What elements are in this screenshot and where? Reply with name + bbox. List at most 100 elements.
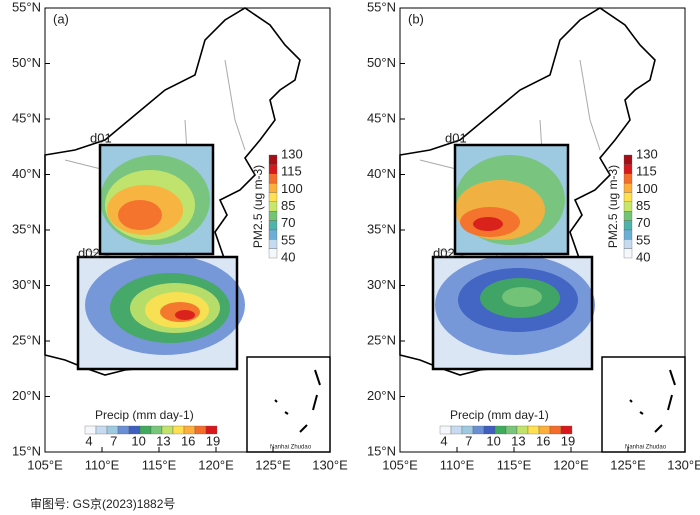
precip-tick-label: 16 [536,433,550,448]
pm25-colorbar-segment [623,248,633,259]
lon-label: 125°E [255,457,291,472]
pm25-colorbar-segment [623,201,633,212]
lon-label: 120°E [198,457,234,472]
precip-colorbar-segment [549,425,562,435]
inset-box [246,356,331,453]
pm25-colorbar-segment [268,182,278,193]
pm25-tick-label: 55 [636,232,650,247]
pm25-tick-label: 70 [636,215,650,230]
pm25-contour [473,217,503,231]
pm25-tick-label: 55 [281,232,295,247]
lat-label: 30°N [12,277,41,292]
domain-label: d01 [445,130,467,145]
precip-colorbar-segment [117,425,130,435]
precip-title: Precip (mm day-1) [450,408,549,422]
precip-title: Precip (mm day-1) [95,408,194,422]
precip-tick-label: 10 [131,433,145,448]
precip-colorbar-segment [205,425,218,435]
pm25-tick-label: 40 [636,249,650,264]
pm25-colorbar-segment [268,173,278,184]
pm25-tick-label: 85 [281,198,295,213]
lat-label: 40°N [367,166,396,181]
precip-contour [502,287,542,307]
lon-label: 115°E [497,457,532,472]
pm25-tick-label: 130 [636,146,658,161]
lat-label: 45°N [367,110,396,125]
pm25-colorbar-segment [623,164,633,174]
pm25-tick-label: 100 [636,181,658,196]
precip-colorbar-segment [95,425,108,435]
pm25-title: PM2.5 (ug m-3) [606,165,620,248]
pm25-colorbar-segment [623,182,633,193]
lon-label: 125°E [610,457,646,472]
pm25-tick-label: 115 [636,164,657,179]
d02-field [433,255,595,369]
inset-islands [274,369,321,433]
d02-field [78,255,245,369]
precip-colorbar-segment [472,425,485,435]
pm25-colorbar-segment [623,173,633,184]
footer: 审图号: GS京(2023)1882号 [30,496,175,511]
lat-label: 20°N [367,388,396,403]
precip-colorbar-segment [560,425,573,435]
pm25-colorbar-segment [623,229,633,240]
panel-label: (b) [408,11,424,26]
pm25-title: PM2.5 (ug m-3) [251,165,265,248]
precip-tick-label: 10 [486,433,500,448]
precip-colorbar-segment [450,425,463,435]
precip-tick-label: 7 [110,433,117,448]
inset-label: Nanhai Zhudao [625,445,667,451]
precip-tick-label: 13 [156,433,170,448]
map-panel: d01 d02 Nanhai Zhudao (b) 130 115 100 85 70 55 40 P… [367,0,700,472]
pm25-colorbar-segment [268,164,278,174]
pm25-colorbar-segment [268,220,278,231]
lon-label: 110°E [85,457,120,472]
d02-box [76,255,239,371]
inset-label: Nanhai Zhudao [270,445,312,451]
precip-tick-label: 4 [440,433,447,448]
lat-label: 20°N [12,388,41,403]
lat-label: 55°N [12,0,41,14]
d01-box [453,143,570,256]
pm25-tick-label: 115 [281,164,302,179]
lon-label: 105°E [382,457,418,472]
panel-label: (a) [53,11,69,26]
lon-label: 105°E [27,457,63,472]
lon-label: 130°E [312,457,348,472]
precip-tick-label: 16 [181,433,195,448]
lat-label: 55°N [367,0,396,14]
precip-tick-label: 19 [561,433,575,448]
d01-field [100,145,213,254]
pm25-tick-label: 40 [281,249,295,264]
lat-label: 45°N [12,110,41,125]
lat-label: 25°N [367,332,396,347]
pm25-colorbar-segment [268,201,278,212]
lat-label: 40°N [12,166,41,181]
pm25-contour [118,200,162,230]
lon-label: 110°E [440,457,475,472]
d01-field [455,145,568,254]
lat-label: 35°N [12,221,41,236]
lat-label: 35°N [367,221,396,236]
precip-tick-label: 7 [465,433,472,448]
domain-label: d01 [90,130,112,145]
pm25-colorbar-segment [268,229,278,240]
lat-label: 15°N [367,443,396,458]
precip-tick-label: 4 [85,433,92,448]
pm25-tick-label: 70 [281,215,295,230]
pm25-colorbar-segment [268,211,278,221]
precip-tick-label: 13 [511,433,525,448]
lat-label: 50°N [12,55,41,70]
lon-label: 130°E [667,457,700,472]
pm25-colorbar-segment [623,211,633,221]
pm25-colorbar-segment [268,154,278,165]
pm25-tick-label: 85 [636,198,650,213]
lon-label: 115°E [142,457,177,472]
domain-label: d02 [78,245,100,260]
pm25-colorbar-segment [623,192,633,202]
lat-label: 25°N [12,332,41,347]
pm25-tick-label: 100 [281,181,303,196]
pm25-colorbar-segment [268,248,278,259]
pm25-colorbar-segment [623,154,633,165]
